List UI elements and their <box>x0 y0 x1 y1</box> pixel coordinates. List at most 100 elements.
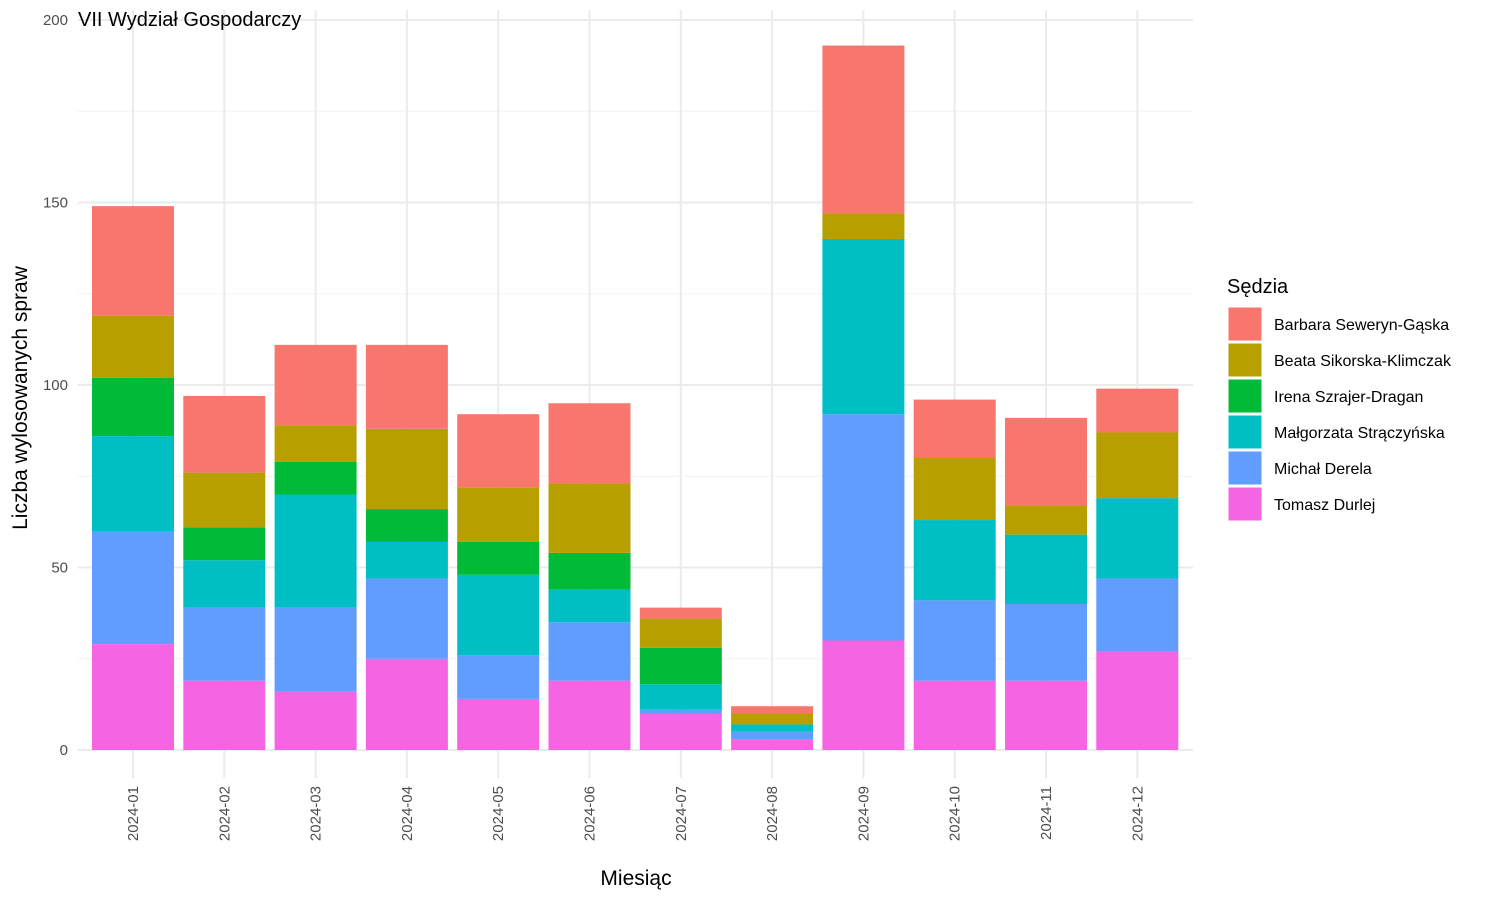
bar-segment <box>548 589 631 623</box>
bar-segment <box>548 622 631 681</box>
bar-segment <box>183 560 266 608</box>
bar-segment <box>365 428 448 510</box>
bar-segment <box>274 425 357 462</box>
bar-segment <box>1096 388 1179 433</box>
bar-segment <box>639 684 722 710</box>
bar-segment <box>274 607 357 692</box>
bar-segment <box>1005 680 1087 750</box>
bar-segment <box>731 713 814 725</box>
bar-segment <box>1096 651 1179 750</box>
x-tick-label: 2024-03 <box>308 786 325 841</box>
bar-segment <box>183 680 266 750</box>
bar-segment <box>822 239 905 415</box>
bar-segment <box>639 709 722 714</box>
bar-segment <box>1096 578 1179 652</box>
bar-segment <box>639 713 722 750</box>
y-tick-label: 100 <box>43 377 68 394</box>
bar-segment <box>183 607 266 681</box>
bar-segment <box>548 552 631 590</box>
bar-segment <box>92 644 174 750</box>
bar-segment <box>365 541 448 579</box>
bar-segment <box>183 395 266 473</box>
bar-segment <box>822 45 905 214</box>
legend-title: Sędzia <box>1227 276 1289 298</box>
legend-swatch <box>1227 486 1263 522</box>
bar-segment <box>1005 604 1087 681</box>
bar-segment <box>822 414 905 641</box>
bar-segment <box>913 399 996 458</box>
bar-segment <box>731 731 814 740</box>
x-axis-title: Miesiąc <box>600 867 671 890</box>
x-tick-label: 2024-08 <box>764 786 781 841</box>
bar-segment <box>92 436 174 531</box>
bar-segment <box>1096 498 1179 579</box>
legend-label: Tomasz Durlej <box>1274 497 1375 514</box>
bar-segment <box>457 541 540 575</box>
bar-segment <box>1096 432 1179 499</box>
bar-segment <box>457 487 540 542</box>
y-tick-label: 0 <box>60 742 68 759</box>
y-tick-label: 50 <box>51 560 68 577</box>
bar-segment <box>92 377 174 437</box>
chart-title: VII Wydział Gospodarczy <box>78 9 301 31</box>
bar-segment <box>457 698 540 750</box>
x-tick-label: 2024-05 <box>490 786 507 841</box>
bar-segment <box>548 403 631 484</box>
y-tick-label: 150 <box>43 195 68 212</box>
bar-segment <box>365 658 448 750</box>
bar-segment <box>731 739 814 750</box>
x-tick-labels: 2024-01 2024-02 2024-03 2024-04 2024-05 2024-… <box>125 786 1146 841</box>
bar-segment <box>913 520 996 601</box>
bar-segment <box>913 600 996 681</box>
legend: Sędzia Barbara Seweryn-Gąska Beata Sikors… <box>1227 276 1452 522</box>
x-tick-label: 2024-02 <box>216 786 233 841</box>
y-axis-title: Liczba wylosowanych spraw <box>9 265 32 530</box>
bar-segment <box>457 574 540 656</box>
legend-swatch <box>1227 342 1263 378</box>
bar-segment <box>731 706 814 714</box>
x-tick-label: 2024-01 <box>125 786 142 841</box>
bar-segment <box>639 618 722 648</box>
bar-segment <box>457 414 540 488</box>
bar-segment <box>457 655 540 699</box>
x-tick-label: 2024-11 <box>1038 786 1055 840</box>
bar-segment <box>183 472 266 528</box>
bar-segment <box>274 494 357 608</box>
x-tick-label: 2024-12 <box>1129 786 1146 841</box>
bar-segment <box>274 691 357 750</box>
x-tick-label: 2024-07 <box>673 786 690 841</box>
bar-segment <box>183 527 266 561</box>
bar-segment <box>365 344 448 429</box>
bar-segment <box>822 640 905 750</box>
bar-segment <box>548 680 631 750</box>
bar-segment <box>274 344 357 426</box>
x-tick-label: 2024-06 <box>582 786 599 841</box>
bar-segment <box>1005 417 1087 506</box>
y-tick-labels: 0 50 100 150 200 <box>43 12 68 759</box>
legend-label: Beata Sikorska-Klimczak <box>1274 353 1452 370</box>
bar-segment <box>365 509 448 542</box>
bar-segment <box>548 483 631 553</box>
y-tick-label: 200 <box>43 12 68 29</box>
bar-segment <box>92 531 174 645</box>
bar-segment <box>913 680 996 750</box>
bar-segment <box>639 607 722 619</box>
bar-segment <box>92 206 174 316</box>
legend-swatch <box>1227 378 1263 414</box>
legend-label: Barbara Seweryn-Gąska <box>1274 317 1449 334</box>
bar-segment <box>365 578 448 659</box>
bar-segment <box>822 213 905 239</box>
bar-segment <box>731 724 814 732</box>
bar-segment <box>639 647 722 685</box>
bar-segment <box>92 315 174 378</box>
bar-segment <box>274 461 357 495</box>
legend-swatch <box>1227 450 1263 486</box>
legend-label: Małgorzata Strączyńska <box>1274 425 1445 442</box>
x-tick-label: 2024-09 <box>855 786 872 841</box>
bars <box>92 45 1179 750</box>
x-tick-label: 2024-04 <box>399 786 416 841</box>
legend-swatch <box>1227 414 1263 450</box>
bar-segment <box>1005 505 1087 535</box>
legend-label: Irena Szrajer-Dragan <box>1274 389 1423 406</box>
